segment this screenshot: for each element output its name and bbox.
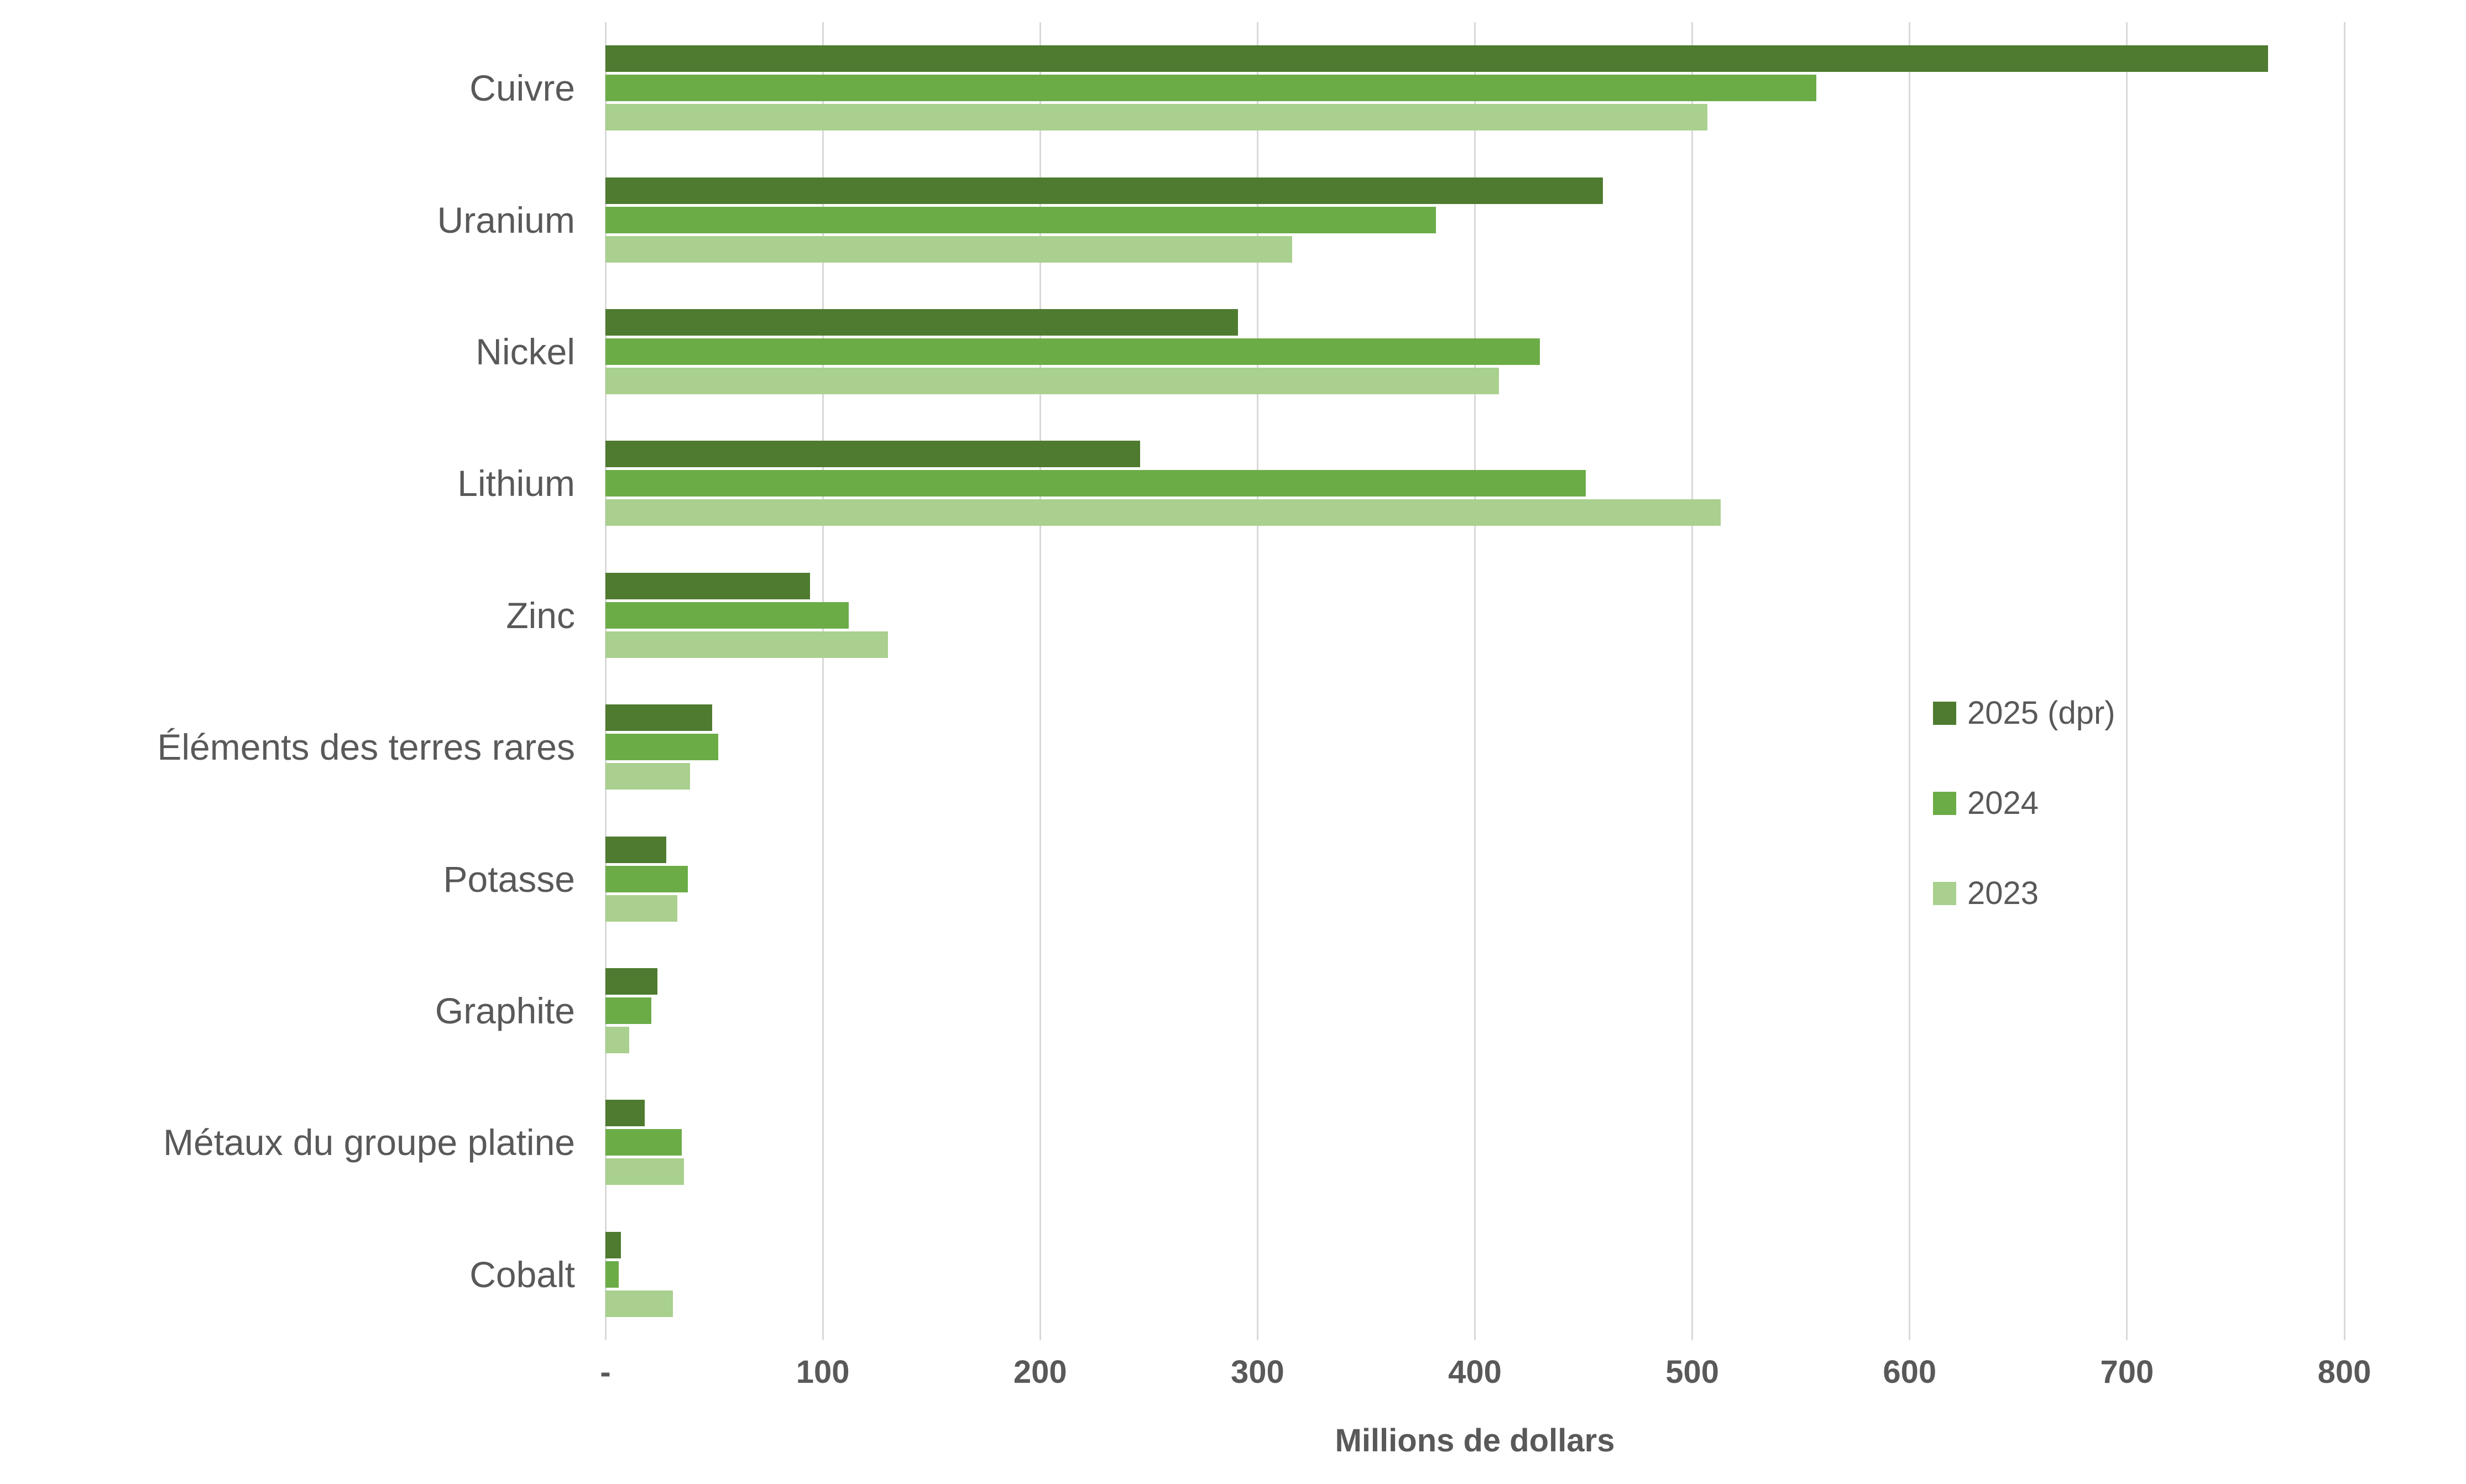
bar-2025-dpr-	[605, 572, 810, 599]
legend-item: 2023	[1933, 875, 2039, 912]
bar-2024	[605, 206, 1436, 233]
bar-2023	[605, 104, 1708, 131]
bar-2025-dpr-	[605, 441, 1141, 468]
category-label: Lithium	[457, 463, 575, 504]
bar-2025-dpr-	[605, 309, 1238, 336]
bar-2024	[605, 75, 1816, 102]
bar-2024	[605, 865, 688, 892]
bar-2025-dpr-	[605, 704, 712, 731]
x-tick-label: 300	[1230, 1354, 1284, 1390]
category-label: Métaux du groupe platine	[163, 1122, 575, 1163]
bar-2024	[605, 1129, 682, 1156]
x-tick-label: 200	[1013, 1354, 1067, 1390]
legend-item: 2024	[1933, 785, 2039, 822]
gridline	[1691, 22, 1694, 1340]
bar-2024	[605, 602, 849, 629]
category-label: Nickel	[476, 331, 575, 372]
legend-color-swatch-icon	[1933, 881, 1956, 905]
bar-2023	[605, 499, 1721, 526]
bar-2025-dpr-	[605, 1231, 621, 1258]
bar-2024	[605, 338, 1540, 365]
bar-2023	[605, 368, 1499, 394]
bar-2023	[605, 1158, 684, 1185]
bar-2024	[605, 470, 1586, 497]
y-axis-line	[604, 22, 607, 1340]
gridline	[822, 22, 824, 1340]
legend-label: 2025 (dpr)	[1967, 695, 2115, 731]
legend-label: 2024	[1967, 785, 2039, 821]
bar-2024	[605, 734, 719, 761]
gridline	[2126, 22, 2128, 1340]
bar-2024	[605, 997, 651, 1024]
category-label: Uranium	[437, 199, 575, 241]
x-axis-title: Millions de dollars	[1335, 1423, 1615, 1459]
category-label: Potasse	[443, 858, 575, 900]
x-tick-label: 700	[2100, 1354, 2154, 1390]
legend-label: 2023	[1967, 875, 2039, 911]
category-label: Cobalt	[469, 1253, 575, 1295]
x-tick-label: -	[600, 1354, 611, 1390]
x-tick-label: 100	[796, 1354, 850, 1390]
bar-2023	[605, 1290, 673, 1317]
gridline	[1474, 22, 1476, 1340]
category-label: Cuivre	[469, 67, 575, 109]
gridline	[2343, 22, 2345, 1340]
category-label: Éléments des terres rares	[157, 727, 575, 768]
bar-2025-dpr-	[605, 177, 1603, 204]
legend-color-swatch-icon	[1933, 701, 1956, 725]
bar-2023	[605, 631, 889, 658]
bar-2025-dpr-	[605, 968, 658, 995]
gridline	[1039, 22, 1041, 1340]
bar-2023	[605, 763, 691, 790]
bar-2023	[605, 236, 1293, 263]
bar-2023	[605, 895, 677, 922]
gridline	[1256, 22, 1258, 1340]
x-tick-label: 600	[1883, 1354, 1937, 1390]
x-tick-label: 400	[1448, 1354, 1502, 1390]
gridline	[1909, 22, 1911, 1340]
category-label: Zinc	[506, 594, 575, 636]
bar-2023	[605, 1027, 630, 1053]
legend-color-swatch-icon	[1933, 791, 1956, 815]
bar-2024	[605, 1261, 619, 1288]
bar-2025-dpr-	[605, 45, 2269, 72]
x-tick-label: 800	[2317, 1354, 2371, 1390]
bar-2025-dpr-	[605, 1100, 645, 1127]
x-tick-label: 500	[1665, 1354, 1720, 1390]
legend-item: 2025 (dpr)	[1933, 694, 2115, 731]
bar-2025-dpr-	[605, 836, 667, 863]
category-label: Graphite	[435, 990, 575, 1031]
